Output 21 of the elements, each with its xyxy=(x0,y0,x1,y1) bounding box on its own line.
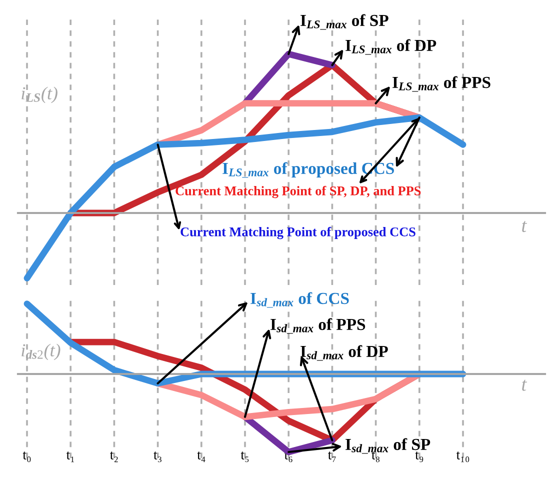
x-axis-title: t xyxy=(522,380,528,391)
y-axis-title: i$_{ds2}$(t) xyxy=(22,344,60,360)
annotation: I$_{LS_max}$ of DP xyxy=(346,39,436,55)
x-tick-label: t₃ xyxy=(154,451,162,462)
x-tick-label: t₁ xyxy=(66,451,74,462)
annotation: I$_{LS_max}$ of SP xyxy=(300,14,388,30)
annotation: I$_{sd_max}$ of CCS xyxy=(250,292,349,308)
annotation: I$_{sd_max}$ of PPS xyxy=(270,318,366,334)
x-axis-title: t xyxy=(522,220,528,232)
annotation: Current Matching Point of proposed CCS xyxy=(180,226,416,240)
annotation: Current Matching Point of SP, DP, and PPS xyxy=(176,186,421,198)
x-tick-label: t₄ xyxy=(197,451,206,462)
x-tick-label: t₅ xyxy=(240,451,249,462)
x-tick-label: t₁₀ xyxy=(456,451,470,462)
x-tick-label: t₉ xyxy=(415,451,424,462)
x-tick-label: t₇ xyxy=(328,451,336,462)
x-tick-label: t₀ xyxy=(22,451,31,462)
annotation: I$_{sd_max}$ of DP xyxy=(300,345,388,361)
x-tick-label: t₈ xyxy=(372,451,380,462)
annotation: I$_{LS_max}$ of PPS xyxy=(392,76,490,92)
x-tick-label: t₂ xyxy=(110,451,118,462)
